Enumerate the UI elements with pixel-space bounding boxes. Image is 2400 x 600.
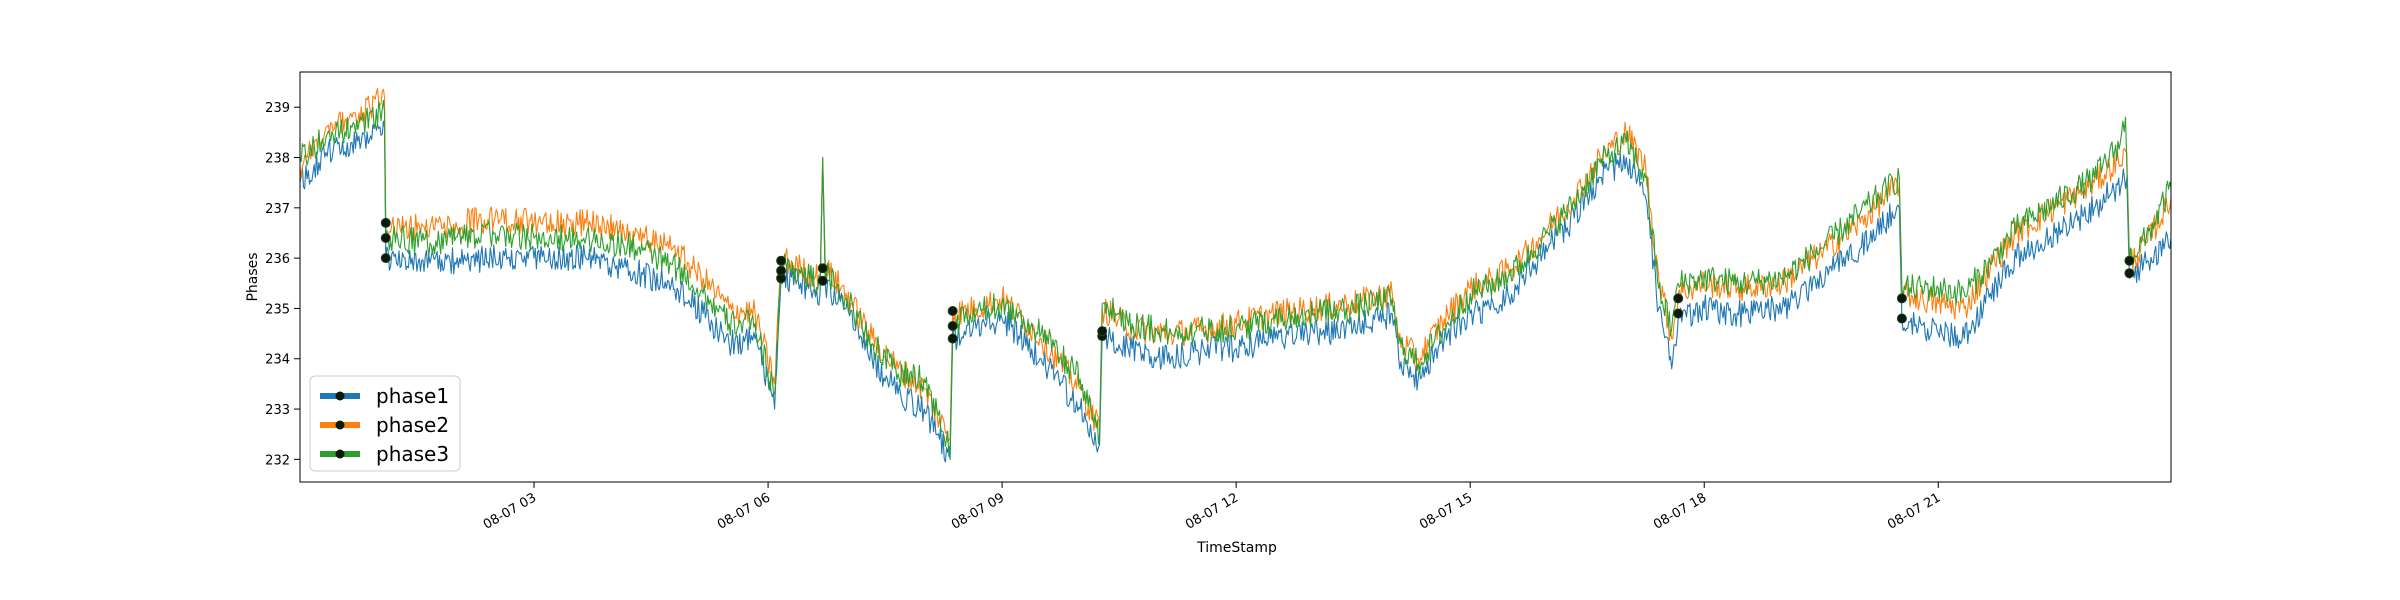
series-line-phase2 bbox=[299, 87, 2172, 443]
y-tick-label: 238 bbox=[265, 152, 290, 167]
legend-swatch-marker bbox=[335, 420, 345, 430]
legend-label: phase2 bbox=[376, 413, 449, 437]
event-marker-point bbox=[2124, 255, 2135, 266]
y-tick-label: 235 bbox=[265, 302, 290, 317]
legend-box bbox=[309, 375, 461, 472]
event-marker-point bbox=[2124, 268, 2135, 279]
legend-label: phase3 bbox=[376, 442, 449, 466]
event-marker-point bbox=[380, 253, 391, 264]
y-axis-label: Phases bbox=[245, 252, 261, 301]
y-tick-label: 237 bbox=[265, 202, 290, 217]
event-marker-point bbox=[817, 263, 828, 274]
y-tick-label: 233 bbox=[265, 403, 290, 418]
event-marker-point bbox=[380, 233, 391, 243]
legend-entry-phase2: phase2 bbox=[320, 413, 449, 437]
event-marker-point bbox=[947, 306, 958, 316]
event-marker-point bbox=[380, 217, 391, 228]
legend-entry-phase3: phase3 bbox=[320, 442, 449, 466]
event-marker-point bbox=[947, 333, 958, 344]
y-tick-label: 232 bbox=[265, 453, 290, 468]
series-line-phase1 bbox=[299, 120, 2172, 463]
legend-entry-phase1: phase1 bbox=[320, 384, 449, 408]
event-marker-point bbox=[776, 255, 787, 266]
event-marker-point bbox=[1896, 293, 1907, 304]
legend-label: phase1 bbox=[376, 384, 449, 408]
event-marker-layer bbox=[380, 217, 2135, 344]
event-marker-point bbox=[817, 275, 828, 286]
legend-swatch-marker bbox=[335, 391, 345, 401]
event-marker-point bbox=[1673, 308, 1684, 319]
legend: phase1 phase2 phase3 bbox=[309, 375, 461, 472]
event-marker-point bbox=[1896, 313, 1907, 324]
y-axis: 232 233 234 235 236 237 238 239 bbox=[265, 101, 300, 468]
plot-frame bbox=[299, 71, 2172, 483]
y-tick-label: 234 bbox=[265, 353, 290, 368]
legend-swatch-marker bbox=[335, 449, 345, 459]
plot-area bbox=[300, 72, 2171, 482]
series-layer bbox=[299, 87, 2172, 463]
event-marker-point bbox=[947, 321, 958, 331]
x-axis-label: TimeStamp bbox=[1196, 540, 1277, 556]
legend-entries: phase1 phase2 phase3 bbox=[320, 384, 449, 466]
event-marker-point bbox=[1097, 326, 1108, 337]
y-tick-label: 236 bbox=[265, 252, 290, 267]
event-marker-point bbox=[1673, 293, 1684, 304]
y-tick-label: 239 bbox=[265, 101, 290, 116]
event-marker-point bbox=[776, 265, 787, 276]
series-line-phase3 bbox=[299, 99, 2172, 458]
